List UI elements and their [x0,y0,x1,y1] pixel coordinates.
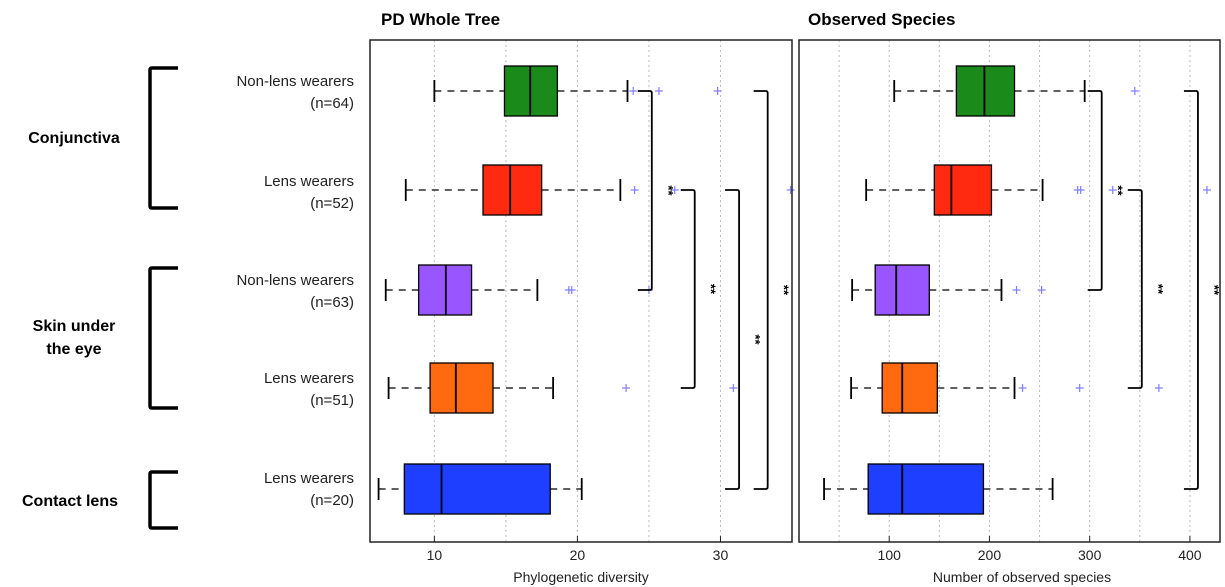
significance-bracket [1087,90,1103,291]
species-marks [823,65,1211,515]
pd-plot-frame [369,39,793,543]
row-label: Non-lens wearers [236,73,354,90]
group-label-skin: Skin under [33,318,116,335]
group-bracket-skin [148,266,178,410]
outlier-point [630,186,639,194]
species-plot-frame [798,39,1221,543]
significance-bracket [1127,189,1143,389]
pd-x-ticks: 10 20 30 [427,536,729,563]
significance-label: ** [1111,185,1126,196]
panel-title-species: Observed Species [808,10,955,29]
significance-label: ** [1151,284,1166,295]
box [874,264,930,316]
outlier-point [1076,186,1085,194]
pd-marks [377,65,795,515]
x-tick-label: 100 [878,547,902,563]
outlier-point [1108,186,1117,194]
box [955,65,1016,117]
significance-bracket [1183,90,1199,490]
outlier-point [1037,286,1046,294]
box [482,164,543,216]
x-tick-label: 30 [713,547,729,563]
outlier-point [567,286,576,294]
outlier-point [1012,286,1021,294]
row-label: Lens wearers [264,370,354,387]
pd-boxplot-panel: ** ** ** ** 10 20 30 Phylogenetic diversity [369,39,795,585]
group-label-skin-2: the eye [46,341,101,358]
significance-bracket [753,90,769,490]
outlier-point [713,87,722,95]
x-tick-label: 400 [1178,547,1202,563]
row-label-n: (n=64) [310,95,354,112]
box [881,362,938,414]
outlier-point [1154,384,1163,392]
outlier-point [729,384,738,392]
box [867,463,985,515]
significance-label: ** [748,334,763,345]
outlier-point [654,87,663,95]
row-label: Lens wearers [264,470,354,487]
row-label: Non-lens wearers [236,272,354,289]
panel-title-pd: PD Whole Tree [381,10,500,29]
species-x-axis-label: Number of observed species [933,569,1111,585]
group-label-contact-lens: Contact lens [22,493,118,510]
pd-significance-brackets: ** ** ** ** [637,90,792,490]
group-bracket-lens [148,470,178,530]
outlier-point [1202,186,1211,194]
significance-bracket [725,189,740,490]
row-label: Lens wearers [264,173,354,190]
outlier-point [786,186,795,194]
x-tick-label: 20 [570,547,586,563]
species-x-ticks: 100 200 300 400 [878,536,1202,563]
outlier-point [1130,87,1139,95]
significance-label: ** [704,284,719,295]
pd-x-axis-label: Phylogenetic diversity [513,569,648,585]
box [933,164,993,216]
x-tick-label: 200 [978,547,1002,563]
outlier-point [622,384,631,392]
x-tick-label: 300 [1078,547,1102,563]
significance-bracket [637,90,653,291]
species-boxplot-panel: ** ** ** 100 200 300 400 Number of observed s… [798,39,1222,585]
outlier-point [1018,384,1027,392]
x-tick-label: 10 [427,547,443,563]
outlier-point [670,186,679,194]
significance-label: ** [1207,285,1222,296]
group-bracket-conjunctiva [148,66,178,210]
significance-label: ** [661,185,676,196]
row-label-n: (n=52) [310,195,354,212]
significance-bracket [680,189,696,389]
group-label-conjunctiva: Conjunctiva [28,130,120,147]
species-significance-brackets: ** ** ** [1087,90,1222,490]
box [429,362,494,414]
significance-label: ** [777,285,792,296]
row-label-n: (n=63) [310,294,354,311]
row-labels: Non-lens wearers (n=64) Lens wearers (n=… [236,73,354,509]
outlier-point [629,87,638,95]
row-label-n: (n=51) [310,392,354,409]
box [403,463,551,515]
outlier-point [1075,384,1084,392]
row-label-n: (n=20) [310,492,354,509]
group-brackets [148,66,178,530]
